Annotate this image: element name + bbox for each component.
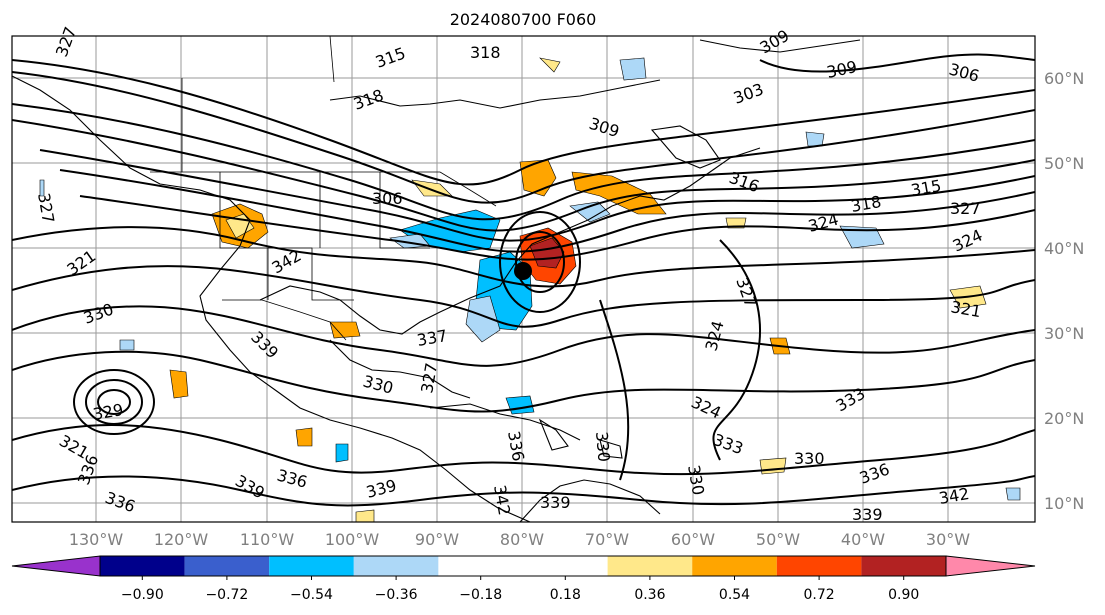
latitude-labels: 60°N 50°N 40°N 30°N 20°N 10°N (1044, 69, 1084, 513)
colorbar-tick: −0.90 (121, 587, 164, 603)
colorbar-tick: −0.18 (459, 587, 502, 603)
colorbar-tick: 0.72 (804, 587, 835, 603)
lon-label: 80°W (500, 530, 544, 549)
colorbar-tick: 0.90 (888, 587, 919, 603)
colorbar-tick: −0.54 (290, 587, 333, 603)
colorbar-segment (438, 556, 608, 576)
contour-label: 330 (592, 431, 614, 463)
lat-label: 50°N (1044, 154, 1084, 173)
colorbar-segment (269, 556, 354, 576)
lon-label: 70°W (585, 530, 629, 549)
lat-label: 40°N (1044, 239, 1084, 258)
borders (150, 36, 497, 341)
longitude-labels: 130°W 120°W 110°W 100°W 90°W 80°W 70°W 6… (69, 530, 970, 549)
colorbar-segment (692, 556, 777, 576)
colorbar: −0.90 −0.72 −0.54 −0.36 −0.18 0.18 0.36 … (11, 555, 1036, 603)
map-frame (11, 35, 1036, 523)
colorbar-segment (100, 556, 185, 576)
lon-label: 50°W (756, 530, 800, 549)
lon-label: 40°W (841, 530, 885, 549)
colorbar-extend-high (945, 555, 1036, 577)
colorbar-tick: −0.36 (375, 587, 418, 603)
lon-label: 60°W (671, 530, 715, 549)
lon-label: 120°W (154, 530, 209, 549)
lon-label: 130°W (69, 530, 124, 549)
colorbar-extend-low (11, 555, 101, 577)
contour-label: 306 (372, 189, 403, 208)
colorbar-segment (184, 556, 270, 576)
lat-label: 30°N (1044, 324, 1084, 343)
contour-label: 330 (794, 449, 825, 468)
colorbar-segment (607, 556, 693, 576)
contour-label: 339 (852, 505, 883, 524)
lat-label: 60°N (1044, 69, 1084, 88)
map-title: 2024080700 F060 (449, 10, 597, 29)
low-center-marker (514, 262, 532, 280)
contours (12, 53, 1035, 507)
contour-label: 339 (540, 493, 571, 512)
lat-label: 10°N (1044, 494, 1084, 513)
colorbar-tick: −0.72 (205, 587, 248, 603)
colorbar-segment (353, 556, 439, 576)
colorbar-segment (861, 556, 946, 576)
lon-label: 110°W (240, 530, 295, 549)
colorbar-tick: 0.18 (550, 587, 581, 603)
contour-label: 327 (950, 199, 981, 218)
colorbar-segment (776, 556, 862, 576)
lon-label: 100°W (325, 530, 380, 549)
colorbar-tick: 0.36 (634, 587, 665, 603)
coastlines (12, 39, 861, 522)
colorbar-tick: 0.54 (719, 587, 750, 603)
contour-label: 318 (470, 43, 501, 62)
lon-label: 30°W (926, 530, 970, 549)
lon-label: 90°W (415, 530, 459, 549)
lat-label: 20°N (1044, 409, 1084, 428)
